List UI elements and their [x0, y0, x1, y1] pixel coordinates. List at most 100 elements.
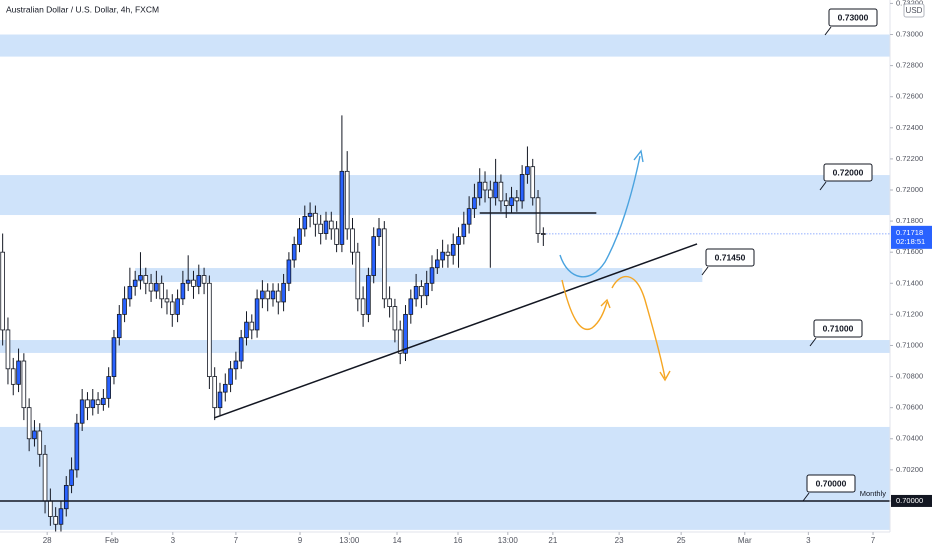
candle-body [79, 399, 85, 424]
zone-label: 0.72000 [833, 167, 864, 177]
candle-body [382, 228, 387, 300]
label-pointer [701, 266, 709, 276]
candle-body [138, 275, 143, 281]
zone-label: 0.73000 [838, 12, 869, 22]
label-box [828, 8, 878, 27]
candle-body [201, 275, 207, 284]
countdown: 02:18:51 [896, 237, 925, 246]
candle-body [429, 267, 435, 284]
y-tick-label: 0.73000 [896, 30, 923, 39]
candle-body [143, 275, 149, 284]
candle-body [85, 399, 90, 409]
orange-arrow [611, 275, 666, 379]
y-tick-label: 0.72400 [896, 123, 923, 132]
x-tick-label: 28 [43, 536, 52, 545]
candle-body [26, 407, 32, 440]
x-tick-label: 23 [615, 536, 624, 545]
x-tick-label: 16 [454, 536, 463, 545]
x-tick-label: 13:00 [339, 536, 360, 545]
candle-body [175, 298, 180, 315]
candle-body [169, 301, 175, 315]
candle-body [493, 181, 498, 199]
zone-label: 0.70000 [816, 478, 847, 488]
candle-body [265, 290, 270, 300]
y-tick-label: 0.70800 [896, 372, 923, 381]
y-tick-label: 0.71800 [896, 216, 923, 225]
label-pointer [809, 337, 817, 347]
candles [0, 115, 546, 533]
y-tick-label: 0.71600 [896, 247, 923, 256]
label-box [705, 248, 755, 267]
candle-body [339, 170, 345, 245]
candle-body [435, 259, 440, 269]
orange-arrow [561, 279, 608, 331]
candle-body [387, 298, 392, 308]
label-box [823, 163, 873, 182]
candle-body [148, 282, 154, 292]
candle-body [233, 360, 239, 370]
candle-body [111, 337, 117, 377]
candle-body [291, 244, 297, 261]
candle-body [10, 368, 16, 385]
candle-body [525, 166, 530, 175]
candle-body [488, 189, 493, 199]
candle-body [477, 181, 483, 199]
candle-body [535, 197, 541, 234]
candle-body [228, 368, 233, 385]
x-tick-label: 14 [393, 536, 402, 545]
drawings: 0.73000 0.72000 0.71450 0.71000 0.70000 Month… [0, 8, 890, 502]
last-price-box [891, 225, 932, 249]
candle-body [281, 282, 286, 303]
candle-body [503, 200, 509, 206]
label-box [806, 474, 856, 493]
candle-body [313, 212, 318, 225]
orange-arrow-head [659, 370, 671, 382]
candle-body [376, 228, 382, 238]
candle-body [519, 174, 525, 202]
candle-body [207, 282, 212, 377]
candle-body [132, 279, 138, 287]
candle-body [122, 298, 127, 315]
trendline [213, 243, 698, 419]
candle-body [286, 259, 292, 284]
candle-body [106, 376, 111, 399]
candle-body [32, 430, 37, 440]
y-tick-label: 0.70600 [896, 403, 923, 412]
candle-body [222, 383, 228, 393]
candle-body [472, 197, 477, 210]
label-pointer [819, 181, 827, 191]
candle-body [307, 212, 313, 217]
y-tick-label: 0.71000 [896, 340, 923, 349]
y-tick-label: 0.72200 [896, 154, 923, 163]
candle-body [37, 430, 43, 455]
chart-title: Australian Dollar / U.S. Dollar, 4h, FXC… [6, 4, 159, 14]
candle-body [196, 275, 202, 287]
zone [0, 340, 890, 353]
x-tick-label: 3 [806, 536, 811, 545]
candle-body [350, 228, 355, 253]
candle-body [16, 360, 21, 385]
y-tick-label: 0.71400 [896, 278, 923, 287]
x-tick-label: 21 [548, 536, 557, 545]
candle-body [217, 391, 223, 409]
candle-body [371, 236, 377, 276]
candle-body [456, 236, 461, 245]
candle-body [498, 181, 504, 202]
candle-body [424, 282, 430, 297]
candle-body [180, 282, 186, 300]
candle-body [0, 251, 5, 331]
zone [135, 268, 703, 283]
y-tick-label: 0.71200 [896, 309, 923, 318]
y-tick-label: 0.72800 [896, 61, 923, 70]
candle-body [440, 251, 445, 261]
candle-body [413, 285, 419, 300]
label-pointer [802, 492, 810, 502]
x-tick-label: 7 [871, 536, 876, 545]
candle-body [48, 500, 53, 517]
candle-body [63, 485, 69, 510]
candle-body [185, 279, 191, 284]
zone [0, 34, 890, 57]
y-tick-label: 0.70400 [896, 434, 923, 443]
zone-label: 0.71450 [715, 252, 746, 262]
